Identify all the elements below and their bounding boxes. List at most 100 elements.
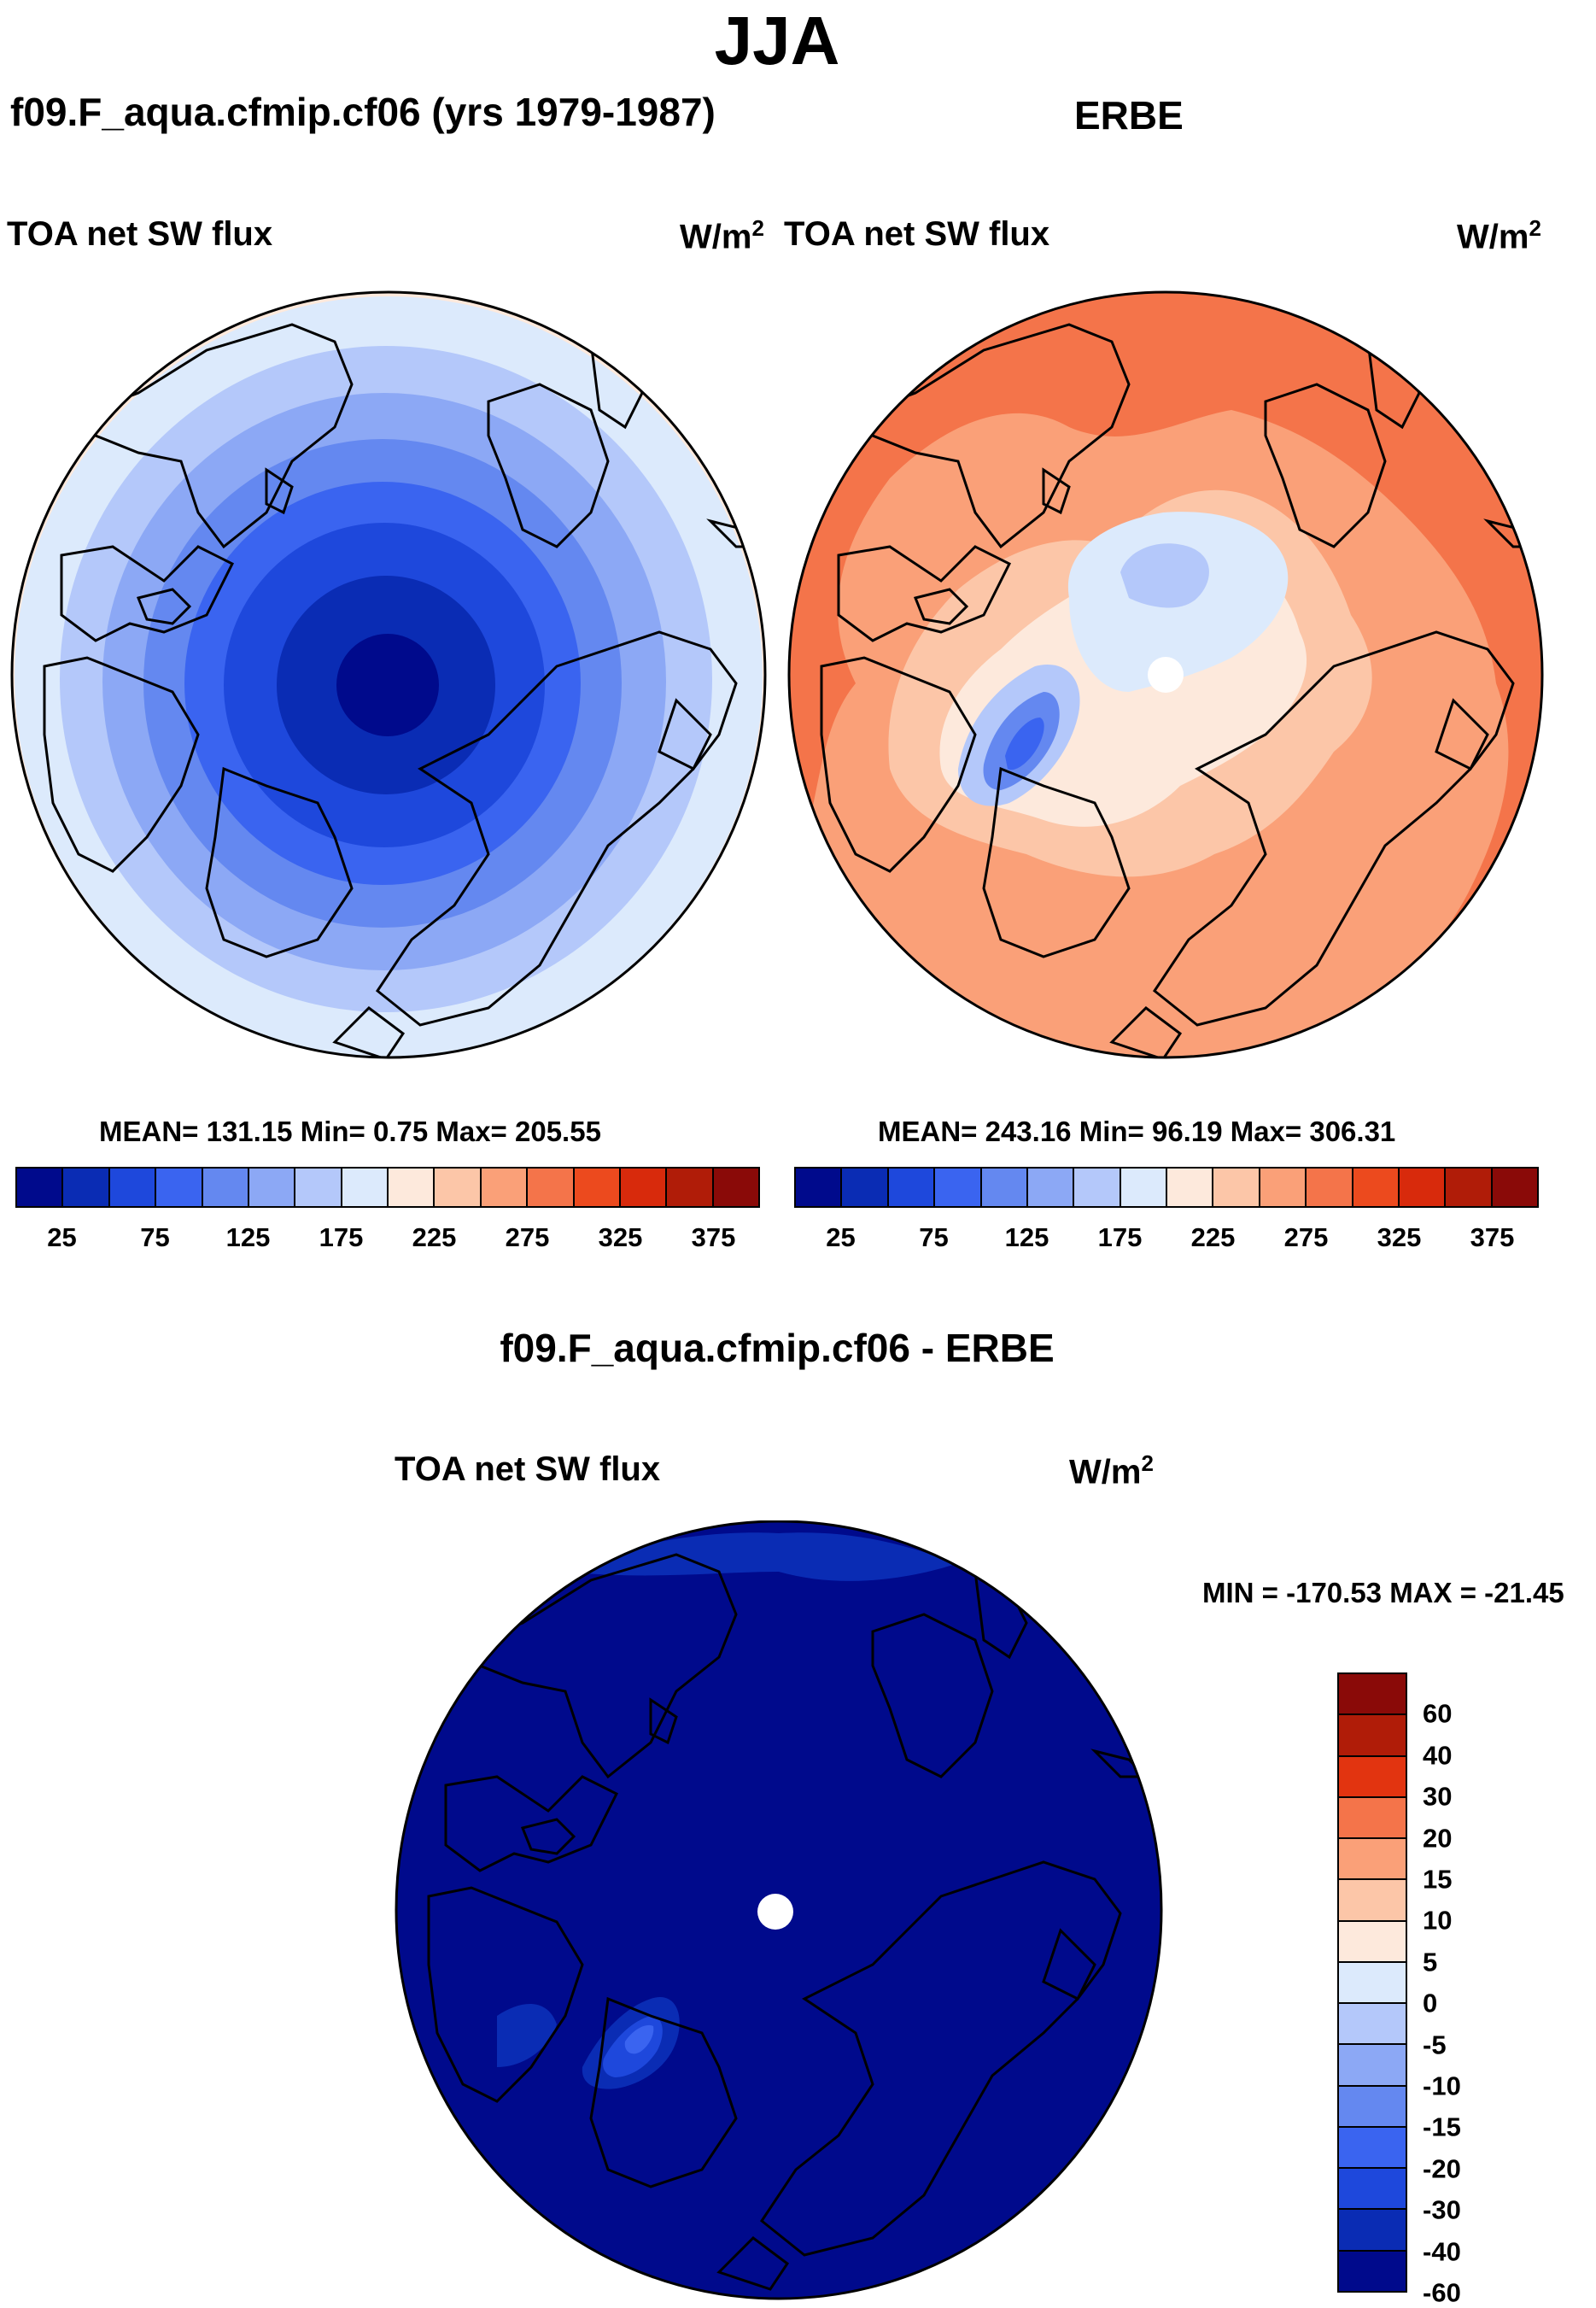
erbe-colorbar-box (1167, 1169, 1214, 1206)
model-map-border (10, 290, 767, 1059)
diff-colorbar-box (1339, 2045, 1406, 2087)
erbe-map-border (787, 290, 1544, 1059)
diff-band-minus40-left (497, 2004, 557, 2067)
right-panel-subtitle: ERBE (1074, 93, 1184, 138)
erbe-colorbar-box (1074, 1169, 1121, 1206)
erbe-colorbar-tick: 75 (919, 1222, 949, 1252)
diff-colorbar-box (1339, 2127, 1406, 2170)
diff-colorbar-box (1339, 1839, 1406, 1881)
erbe-greenland-75 (1005, 718, 1044, 770)
model-colorbar-tick: 125 (225, 1222, 271, 1252)
diff-colorbar-tick: -30 (1423, 2194, 1461, 2225)
model-colorbar-tick: 25 (47, 1222, 77, 1252)
diff-colorbar-tick: 5 (1423, 1947, 1438, 1977)
diff-colorbar-box (1339, 1880, 1406, 1922)
left-variable-label: TOA net SW flux (7, 215, 273, 253)
model-colorbar-box (342, 1169, 389, 1206)
model-colorbar-box (620, 1169, 668, 1206)
model-colorbar-box (528, 1169, 575, 1206)
diff-band-minus40-top (565, 1532, 958, 1581)
left-unit-label: W/m2 (680, 215, 764, 256)
diff-colorbar-box (1339, 1756, 1406, 1798)
erbe-band-150 (1120, 543, 1209, 608)
erbe-colorbar-box (1492, 1169, 1537, 1206)
diff-colorbar-tick: 10 (1423, 1905, 1453, 1936)
diff-colorbar-tick: -10 (1423, 2071, 1461, 2101)
model-colorbar-tick: 75 (140, 1222, 170, 1252)
diff-colorbar-box (1339, 1674, 1406, 1716)
diff-colorbar-tick: -60 (1423, 2277, 1461, 2308)
diff-title: f09.F_aqua.cfmip.cf06 - ERBE (500, 1326, 1055, 1370)
model-colorbar-box (667, 1169, 714, 1206)
erbe-colorbar-tick: 375 (1470, 1222, 1515, 1252)
diff-colorbar-tick: 30 (1423, 1781, 1453, 1812)
right-variable-label: TOA net SW flux (784, 215, 1050, 253)
diff-colorbar-box (1339, 2004, 1406, 2046)
model-colorbar-box (17, 1169, 64, 1206)
diff-colorbar-tick: 40 (1423, 1740, 1453, 1771)
main-title: JJA (714, 3, 840, 79)
diff-colorbar-tick: -15 (1423, 2112, 1461, 2142)
model-colorbar-box (435, 1169, 482, 1206)
erbe-colorbar-tick: 125 (1004, 1222, 1049, 1252)
diff-colorbar-tick: -40 (1423, 2236, 1461, 2267)
diff-colorbar-box (1339, 2169, 1406, 2211)
model-colorbar-box (248, 1169, 296, 1206)
erbe-colorbar-tick: 325 (1377, 1222, 1422, 1252)
erbe-missing-pole (1148, 657, 1184, 693)
erbe-colorbar-box (842, 1169, 889, 1206)
diff-colorbar-tick: 0 (1423, 1988, 1438, 2018)
diff-colorbar-box (1339, 2086, 1406, 2128)
erbe-colorbar-box (1353, 1169, 1400, 1206)
erbe-colorbar-tick: 175 (1097, 1222, 1143, 1252)
erbe-colorbar-box (796, 1169, 843, 1206)
erbe-colorbar-box (1307, 1169, 1353, 1206)
model-colorbar-tick: 225 (412, 1222, 457, 1252)
model-colorbar-box (713, 1169, 758, 1206)
model-band-0 (336, 634, 439, 736)
diff-map-border (395, 1520, 1163, 2300)
diff-colorbar-box (1339, 2251, 1406, 2291)
diff-colorbar-tick: 15 (1423, 1864, 1453, 1895)
model-stats: MEAN= 131.15 Min= 0.75 Max= 205.55 (99, 1116, 601, 1147)
diff-colorbar-box (1339, 1921, 1406, 1963)
diff-variable-label: TOA net SW flux (395, 1450, 661, 1488)
erbe-stats: MEAN= 243.16 Min= 96.19 Max= 306.31 (878, 1116, 1396, 1147)
model-colorbar-box (389, 1169, 436, 1206)
erbe-colorbar-box (1446, 1169, 1493, 1206)
model-colorbar (15, 1167, 760, 1208)
model-colorbar-tick: 325 (598, 1222, 643, 1252)
model-colorbar-tick: 375 (691, 1222, 736, 1252)
diff-colorbar (1337, 1672, 1407, 2293)
diff-colorbar-tick: 60 (1423, 1698, 1453, 1729)
right-unit-label: W/m2 (1457, 215, 1541, 256)
erbe-colorbar-box (1399, 1169, 1447, 1206)
diff-colorbar-box (1339, 1715, 1406, 1757)
erbe-colorbar (794, 1167, 1539, 1208)
erbe-colorbar-box (1120, 1169, 1167, 1206)
model-colorbar-box (156, 1169, 203, 1206)
difference-polar-map (395, 1520, 1163, 2300)
model-colorbar-box (481, 1169, 529, 1206)
erbe-colorbar-tick: 275 (1283, 1222, 1329, 1252)
erbe-colorbar-box (888, 1169, 936, 1206)
diff-colorbar-tick: -20 (1423, 2153, 1461, 2184)
diff-colorbar-tick: 20 (1423, 1823, 1453, 1854)
erbe-colorbar-tick: 225 (1190, 1222, 1236, 1252)
erbe-colorbar-box (1260, 1169, 1307, 1206)
model-colorbar-box (295, 1169, 342, 1206)
erbe-colorbar-tick: 25 (826, 1222, 856, 1252)
diff-greenland-minus20 (624, 2024, 654, 2054)
diff-colorbar-box (1339, 1797, 1406, 1840)
model-colorbar-box (63, 1169, 110, 1206)
diff-colorbar-box (1339, 1962, 1406, 2005)
model-colorbar-box (109, 1169, 157, 1206)
diff-colorbar-tick: -5 (1423, 2030, 1447, 2060)
erbe-colorbar-box (1027, 1169, 1075, 1206)
diff-missing-pole (757, 1894, 793, 1930)
left-panel-subtitle: f09.F_aqua.cfmip.cf06 (yrs 1979-1987) (10, 90, 716, 134)
erbe-colorbar-box (1213, 1169, 1260, 1206)
diff-colorbar-box (1339, 2210, 1406, 2252)
erbe-coastlines (820, 323, 1542, 1057)
erbe-polar-map (787, 290, 1544, 1059)
